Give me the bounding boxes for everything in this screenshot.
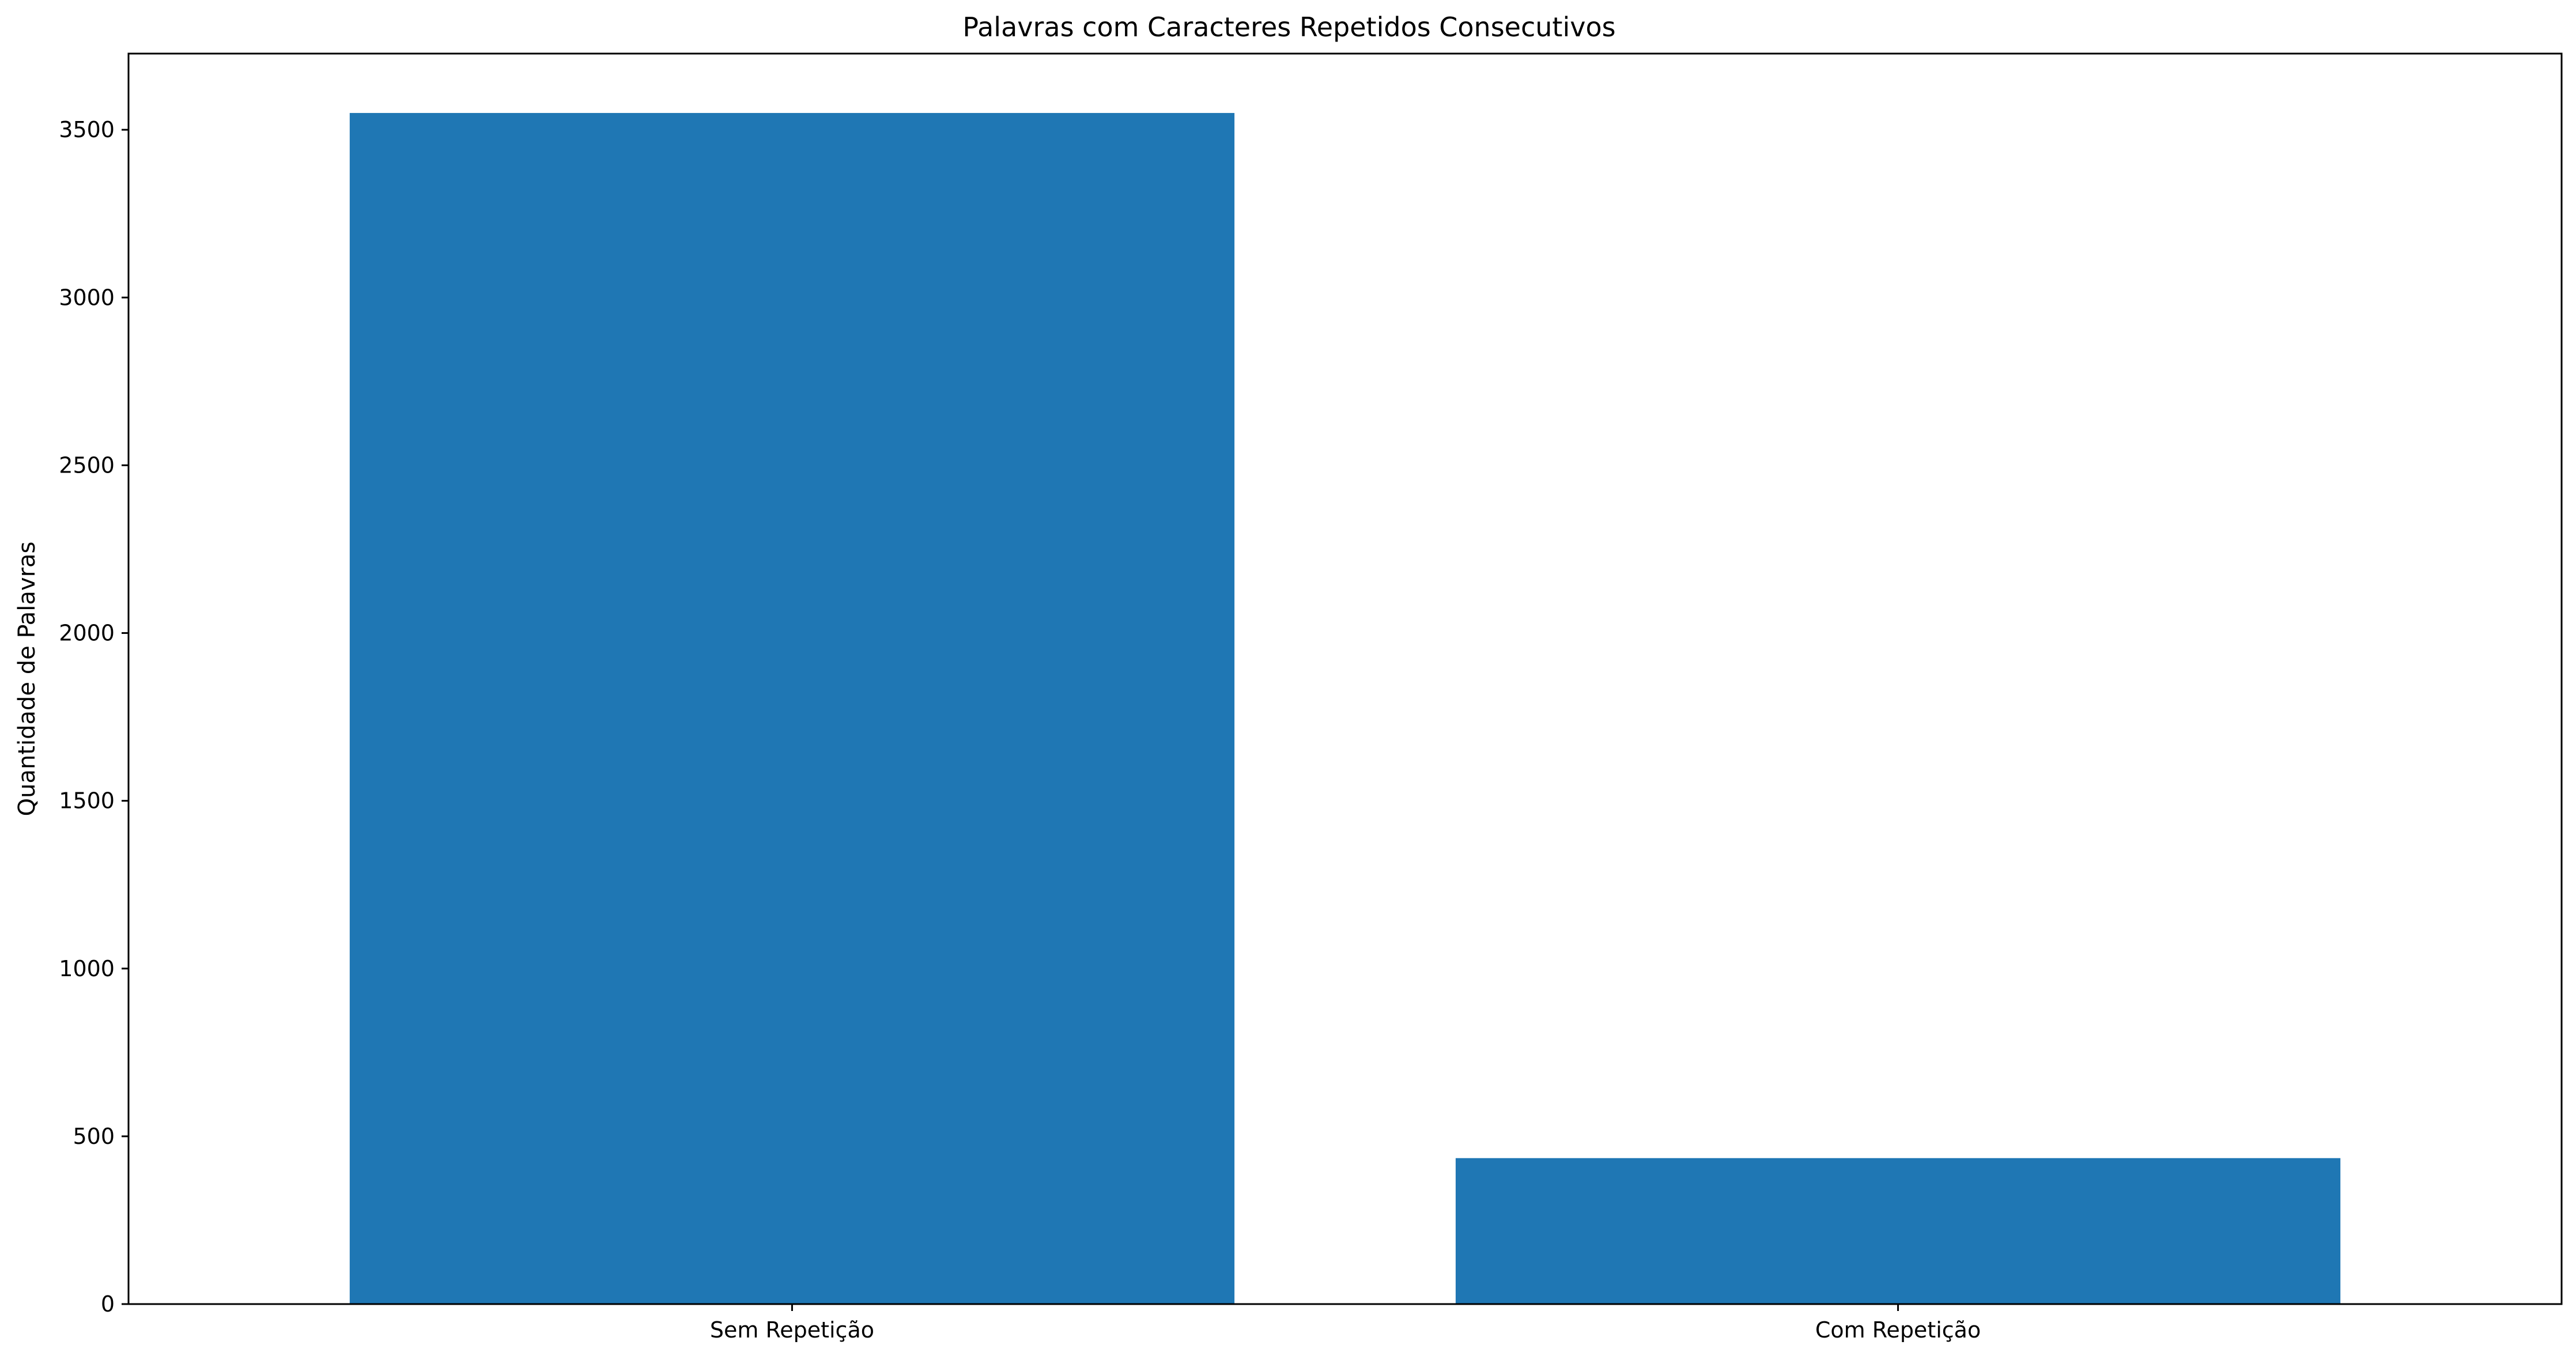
chart-title: Palavras com Caracteres Repetidos Consec… xyxy=(962,12,1615,43)
x-axis-ticks: Sem Repetição Com Repetição xyxy=(710,1304,1981,1343)
y-axis-ticks: 0 500 1000 1500 2000 2500 3000 3500 xyxy=(59,117,129,1317)
bars-layer xyxy=(349,113,2341,1304)
x-tick-label: Sem Repetição xyxy=(710,1317,874,1343)
y-tick-label: 500 xyxy=(73,1124,115,1149)
y-tick-label: 3000 xyxy=(59,285,115,310)
y-tick-label: 2500 xyxy=(59,452,115,478)
y-tick-label: 0 xyxy=(101,1291,115,1317)
x-tick-label: Com Repetição xyxy=(1815,1317,1981,1343)
y-axis-label: Quantidade de Palavras xyxy=(14,542,40,817)
y-tick-label: 2000 xyxy=(59,621,115,646)
bar-1 xyxy=(349,113,1235,1304)
y-tick-label: 1500 xyxy=(59,788,115,814)
bar-2 xyxy=(1455,1158,2341,1304)
y-tick-label: 3500 xyxy=(59,117,115,142)
plot-frame xyxy=(127,52,2563,1305)
y-tick-label: 1000 xyxy=(59,956,115,981)
